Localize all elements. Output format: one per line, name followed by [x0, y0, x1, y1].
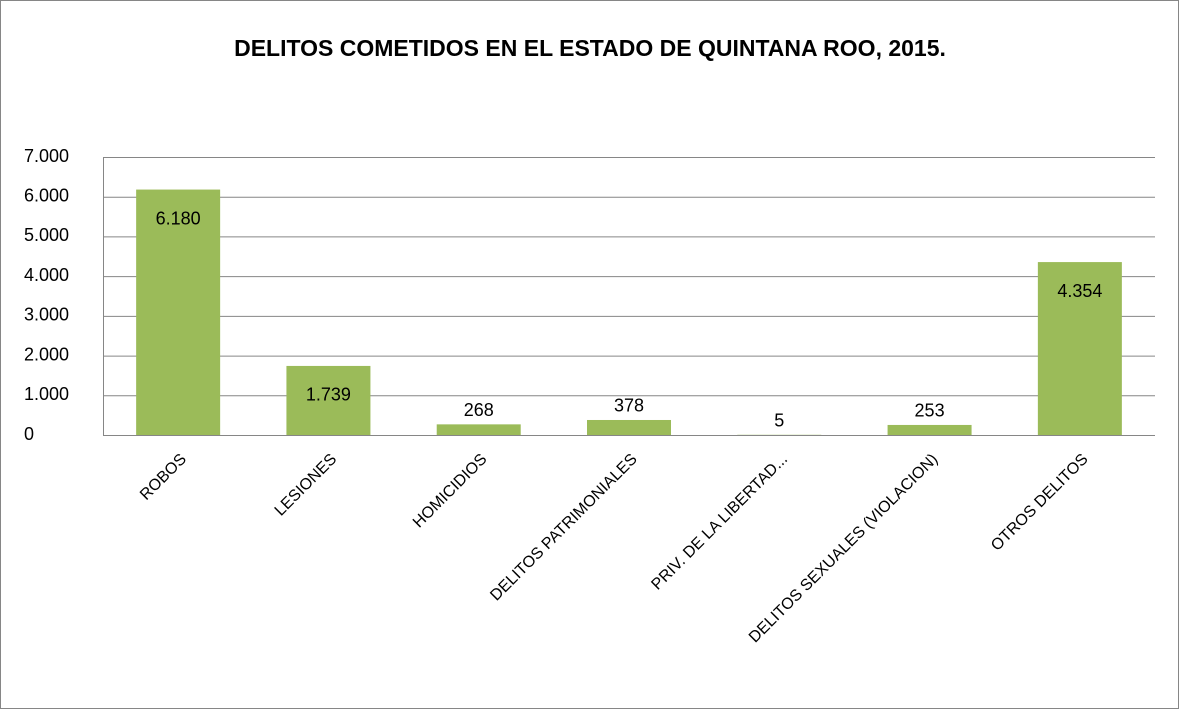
bar [136, 189, 221, 435]
value-label: 1.739 [306, 385, 351, 405]
value-label: 6.180 [156, 208, 201, 228]
y-tick-label: 6.000 [24, 185, 69, 205]
value-label: 5 [774, 411, 784, 431]
y-tick-label: 1.000 [24, 384, 69, 404]
y-tick-label: 5.000 [24, 225, 69, 245]
bar [436, 424, 521, 435]
bar [286, 365, 371, 435]
value-label: 253 [915, 401, 945, 421]
y-tick-label: 4.000 [24, 265, 69, 285]
bar [587, 419, 671, 435]
value-label: 4.354 [1057, 281, 1102, 301]
y-tick-label: 7.000 [24, 146, 69, 166]
y-tick-label: 0 [24, 424, 34, 444]
bar [1037, 262, 1122, 435]
value-label: 378 [614, 396, 644, 416]
value-label: 268 [464, 400, 494, 420]
y-tick-label: 2.000 [24, 344, 69, 364]
bar [887, 424, 972, 435]
y-tick-label: 3.000 [24, 305, 69, 325]
chart-title: DELITOS COMETIDOS EN EL ESTADO DE QUINTA… [234, 35, 946, 61]
